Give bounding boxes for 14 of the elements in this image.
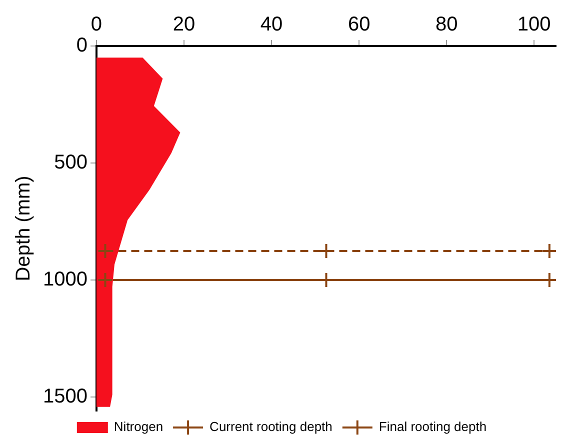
x-tick-label: 0 xyxy=(90,14,102,36)
y-tick-label: 0 xyxy=(76,34,88,57)
y-tick-label: 1500 xyxy=(42,385,88,408)
legend-label: Final rooting depth xyxy=(378,419,487,434)
x-tick-label: 20 xyxy=(172,14,196,36)
y-tick-label: 1000 xyxy=(42,268,88,290)
y-axis-title: Depth (mm) xyxy=(12,176,35,282)
legend-label: Nitrogen xyxy=(114,419,164,434)
legend-label: Current rooting depth xyxy=(210,419,332,434)
x-tick-label: 80 xyxy=(435,14,458,36)
x-tick-label: 100 xyxy=(517,14,551,36)
x-tick-label: 40 xyxy=(260,14,283,36)
y-tick-label: 500 xyxy=(54,152,88,174)
x-tick-label: 60 xyxy=(348,14,370,36)
